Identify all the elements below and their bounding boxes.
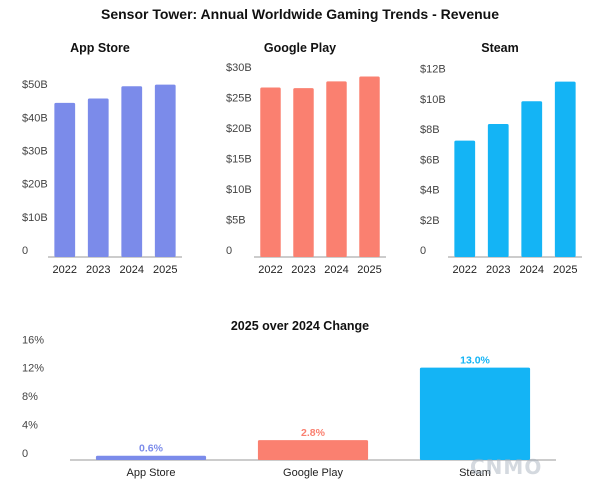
steam-chart: Steam 0 $2B $4B $6B $8B $10B $12B 2022 2023 2024 20… bbox=[420, 41, 582, 276]
y-tick-label: $15B bbox=[226, 154, 252, 166]
chart-title: 2025 over 2024 Change bbox=[231, 319, 369, 333]
bar bbox=[293, 88, 314, 257]
y-tick-label: 8% bbox=[22, 391, 38, 403]
y-tick-label: $10B bbox=[226, 184, 252, 196]
bar bbox=[326, 81, 347, 257]
bar bbox=[554, 81, 576, 257]
y-tick-label: 4% bbox=[22, 420, 38, 432]
y-tick-label: 0 bbox=[226, 245, 232, 257]
data-label: 0.6% bbox=[139, 443, 164, 455]
y-tick-label: $20B bbox=[226, 123, 252, 135]
bar bbox=[260, 87, 281, 257]
y-tick-label: 16% bbox=[22, 334, 44, 346]
x-tick-label: 2023 bbox=[486, 264, 510, 276]
y-tick-label: 0 bbox=[22, 245, 28, 257]
y-tick-label: 0 bbox=[420, 245, 426, 257]
x-tick-label: 2025 bbox=[553, 264, 577, 276]
bar bbox=[257, 440, 369, 460]
bar bbox=[521, 101, 543, 257]
x-tick-label: 2023 bbox=[86, 264, 110, 276]
x-tick-label: 2022 bbox=[453, 264, 477, 276]
x-tick-label: 2022 bbox=[53, 264, 77, 276]
y-tick-label: 0 bbox=[22, 448, 28, 460]
bar bbox=[87, 98, 109, 257]
google-play-chart: Google Play 0 $5B $10B $15B $20B $25B $30B 2022 2… bbox=[226, 41, 386, 276]
y-tick-label: $4B bbox=[420, 185, 440, 197]
bar bbox=[54, 102, 76, 257]
y-tick-label: $2B bbox=[420, 215, 440, 227]
chart-title: App Store bbox=[70, 41, 130, 55]
y-tick-label: $10B bbox=[420, 94, 446, 106]
y-tick-label: $20B bbox=[22, 179, 48, 191]
y-tick-label: $30B bbox=[22, 146, 48, 158]
watermark: CNMO bbox=[470, 455, 543, 479]
x-tick-label: 2025 bbox=[153, 264, 177, 276]
y-tick-label: $10B bbox=[22, 212, 48, 224]
bar bbox=[121, 86, 143, 257]
bar bbox=[419, 367, 531, 460]
app-store-chart: App Store 0 $10B $20B $30B $40B $50B 2022 2023 20… bbox=[22, 41, 182, 276]
x-tick-label: 2024 bbox=[120, 264, 144, 276]
x-tick-label: 2023 bbox=[291, 264, 315, 276]
x-tick-label: 2022 bbox=[258, 264, 282, 276]
x-tick-label: Google Play bbox=[283, 467, 343, 479]
change-chart: 2025 over 2024 Change 0 4% 8% 12% 16% App Stor… bbox=[22, 319, 556, 479]
bar bbox=[95, 455, 207, 460]
bar bbox=[487, 123, 509, 257]
y-tick-label: $50B bbox=[22, 79, 48, 91]
main-title: Sensor Tower: Annual Worldwide Gaming Tr… bbox=[100, 6, 500, 22]
bar bbox=[154, 84, 176, 257]
y-tick-label: 12% bbox=[22, 363, 44, 375]
y-tick-label: $12B bbox=[420, 64, 446, 76]
y-tick-label: $25B bbox=[226, 93, 252, 105]
x-tick-label: 2024 bbox=[324, 264, 348, 276]
x-tick-label: App Store bbox=[127, 467, 176, 479]
x-tick-label: 2025 bbox=[357, 264, 381, 276]
chart-title: Google Play bbox=[264, 41, 336, 55]
data-label: 2.8% bbox=[301, 427, 326, 439]
x-tick-label: 2024 bbox=[520, 264, 544, 276]
y-tick-label: $8B bbox=[420, 124, 440, 136]
y-tick-label: $30B bbox=[226, 62, 252, 74]
bar bbox=[454, 140, 476, 257]
y-tick-label: $40B bbox=[22, 112, 48, 124]
bar bbox=[359, 76, 380, 257]
y-tick-label: $5B bbox=[226, 215, 246, 227]
chart-title: Steam bbox=[481, 41, 519, 55]
y-tick-label: $6B bbox=[420, 154, 440, 166]
data-label: 13.0% bbox=[460, 355, 490, 367]
x-tick-label: Steam bbox=[459, 467, 491, 479]
